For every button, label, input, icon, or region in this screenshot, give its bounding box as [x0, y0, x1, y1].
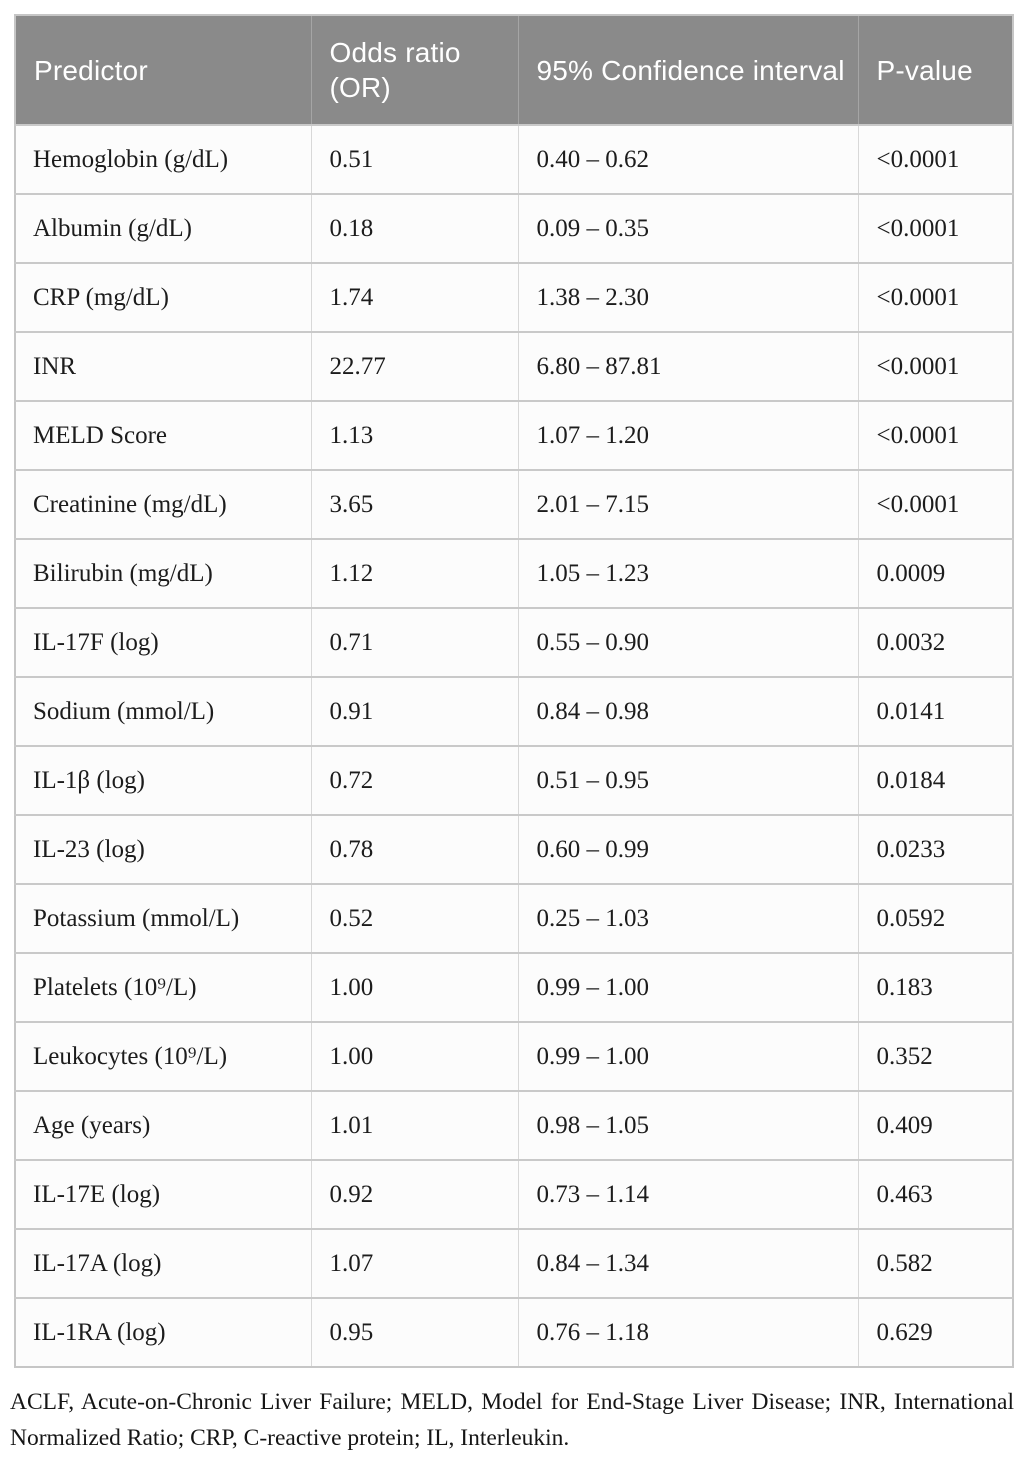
cell-p-value: 0.0233	[858, 814, 1013, 884]
table-row: IL-17F (log) 0.71 0.55 – 0.90 0.0032	[15, 607, 1013, 677]
cell-predictor: Platelets (10⁹/L)	[15, 952, 312, 1022]
cell-confidence-interval: 0.99 – 1.00	[518, 1021, 859, 1091]
cell-predictor: Bilirubin (mg/dL)	[15, 538, 312, 608]
table-row: IL-17E (log) 0.92 0.73 – 1.14 0.463	[15, 1159, 1013, 1229]
table-row: Hemoglobin (g/dL) 0.51 0.40 – 0.62 <0.00…	[15, 124, 1013, 194]
table-footnote: ACLF, Acute-on-Chronic Liver Failure; ME…	[10, 1389, 1014, 1451]
paper-table-figure: Predictor Odds ratio (OR) 95% Confidence…	[10, 14, 1014, 1456]
cell-predictor: INR	[15, 331, 312, 401]
cell-p-value: <0.0001	[858, 331, 1013, 401]
cell-odds-ratio: 0.92	[311, 1159, 519, 1229]
cell-odds-ratio: 1.00	[311, 952, 519, 1022]
cell-predictor: Creatinine (mg/dL)	[15, 469, 312, 539]
regression-table: Predictor Odds ratio (OR) 95% Confidence…	[14, 14, 1014, 1368]
table-row: IL-23 (log) 0.78 0.60 – 0.99 0.0233	[15, 814, 1013, 884]
cell-p-value: <0.0001	[858, 469, 1013, 539]
cell-odds-ratio: 22.77	[311, 331, 519, 401]
cell-predictor: IL-1β (log)	[15, 745, 312, 815]
cell-p-value: <0.0001	[858, 262, 1013, 332]
cell-odds-ratio: 0.95	[311, 1297, 519, 1367]
table-row: Leukocytes (10⁹/L) 1.00 0.99 – 1.00 0.35…	[15, 1021, 1013, 1091]
cell-predictor: Leukocytes (10⁹/L)	[15, 1021, 312, 1091]
table-header-row: Predictor Odds ratio (OR) 95% Confidence…	[15, 15, 1013, 125]
cell-confidence-interval: 1.07 – 1.20	[518, 400, 859, 470]
cell-confidence-interval: 0.73 – 1.14	[518, 1159, 859, 1229]
cell-odds-ratio: 1.07	[311, 1228, 519, 1298]
cell-odds-ratio: 0.52	[311, 883, 519, 953]
cell-p-value: 0.352	[858, 1021, 1013, 1091]
cell-p-value: 0.582	[858, 1228, 1013, 1298]
cell-confidence-interval: 0.09 – 0.35	[518, 193, 859, 263]
cell-p-value: 0.0032	[858, 607, 1013, 677]
cell-confidence-interval: 0.25 – 1.03	[518, 883, 859, 953]
cell-p-value: 0.0592	[858, 883, 1013, 953]
cell-predictor: Age (years)	[15, 1090, 312, 1160]
cell-p-value: 0.629	[858, 1297, 1013, 1367]
cell-confidence-interval: 0.99 – 1.00	[518, 952, 859, 1022]
column-header-predictor: Predictor	[15, 15, 312, 125]
cell-confidence-interval: 0.84 – 1.34	[518, 1228, 859, 1298]
cell-odds-ratio: 1.01	[311, 1090, 519, 1160]
cell-odds-ratio: 0.91	[311, 676, 519, 746]
table-row: IL-17A (log) 1.07 0.84 – 1.34 0.582	[15, 1228, 1013, 1298]
cell-confidence-interval: 1.05 – 1.23	[518, 538, 859, 608]
cell-odds-ratio: 1.12	[311, 538, 519, 608]
table-row: Platelets (10⁹/L) 1.00 0.99 – 1.00 0.183	[15, 952, 1013, 1022]
cell-confidence-interval: 0.51 – 0.95	[518, 745, 859, 815]
cell-p-value: <0.0001	[858, 193, 1013, 263]
cell-predictor: CRP (mg/dL)	[15, 262, 312, 332]
column-header-odds-ratio: Odds ratio (OR)	[311, 15, 519, 125]
cell-odds-ratio: 0.71	[311, 607, 519, 677]
cell-odds-ratio: 0.72	[311, 745, 519, 815]
cell-p-value: 0.183	[858, 952, 1013, 1022]
cell-confidence-interval: 6.80 – 87.81	[518, 331, 859, 401]
table-row: Bilirubin (mg/dL) 1.12 1.05 – 1.23 0.000…	[15, 538, 1013, 608]
cell-predictor: IL-23 (log)	[15, 814, 312, 884]
table-row: Sodium (mmol/L) 0.91 0.84 – 0.98 0.0141	[15, 676, 1013, 746]
cell-odds-ratio: 1.13	[311, 400, 519, 470]
table-row: Creatinine (mg/dL) 3.65 2.01 – 7.15 <0.0…	[15, 469, 1013, 539]
cell-odds-ratio: 0.18	[311, 193, 519, 263]
cell-p-value: 0.0009	[858, 538, 1013, 608]
table-row: IL-1RA (log) 0.95 0.76 – 1.18 0.629	[15, 1297, 1013, 1367]
column-header-p-value: P-value	[858, 15, 1013, 125]
table-row: MELD Score 1.13 1.07 – 1.20 <0.0001	[15, 400, 1013, 470]
cell-predictor: Potassium (mmol/L)	[15, 883, 312, 953]
cell-predictor: MELD Score	[15, 400, 312, 470]
table-row: IL-1β (log) 0.72 0.51 – 0.95 0.0184	[15, 745, 1013, 815]
cell-predictor: Sodium (mmol/L)	[15, 676, 312, 746]
table-row: CRP (mg/dL) 1.74 1.38 – 2.30 <0.0001	[15, 262, 1013, 332]
cell-confidence-interval: 0.40 – 0.62	[518, 124, 859, 194]
cell-p-value: <0.0001	[858, 400, 1013, 470]
cell-predictor: IL-17F (log)	[15, 607, 312, 677]
table-row: INR 22.77 6.80 – 87.81 <0.0001	[15, 331, 1013, 401]
cell-odds-ratio: 3.65	[311, 469, 519, 539]
cell-confidence-interval: 1.38 – 2.30	[518, 262, 859, 332]
cell-confidence-interval: 0.55 – 0.90	[518, 607, 859, 677]
table-row: Age (years) 1.01 0.98 – 1.05 0.409	[15, 1090, 1013, 1160]
cell-confidence-interval: 0.98 – 1.05	[518, 1090, 859, 1160]
cell-predictor: Albumin (g/dL)	[15, 193, 312, 263]
cell-odds-ratio: 1.00	[311, 1021, 519, 1091]
cell-p-value: 0.0184	[858, 745, 1013, 815]
cell-p-value: 0.0141	[858, 676, 1013, 746]
cell-odds-ratio: 1.74	[311, 262, 519, 332]
cell-predictor: IL-17E (log)	[15, 1159, 312, 1229]
cell-predictor: IL-17A (log)	[15, 1228, 312, 1298]
cell-confidence-interval: 0.84 – 0.98	[518, 676, 859, 746]
table-row: Potassium (mmol/L) 0.52 0.25 – 1.03 0.05…	[15, 883, 1013, 953]
cell-p-value: 0.409	[858, 1090, 1013, 1160]
cell-p-value: 0.463	[858, 1159, 1013, 1229]
column-header-confidence-interval: 95% Confidence interval	[518, 15, 859, 125]
cell-predictor: IL-1RA (log)	[15, 1297, 312, 1367]
cell-confidence-interval: 2.01 – 7.15	[518, 469, 859, 539]
cell-p-value: <0.0001	[858, 124, 1013, 194]
cell-predictor: Hemoglobin (g/dL)	[15, 124, 312, 194]
cell-confidence-interval: 0.60 – 0.99	[518, 814, 859, 884]
cell-odds-ratio: 0.51	[311, 124, 519, 194]
cell-confidence-interval: 0.76 – 1.18	[518, 1297, 859, 1367]
table-row: Albumin (g/dL) 0.18 0.09 – 0.35 <0.0001	[15, 193, 1013, 263]
cell-odds-ratio: 0.78	[311, 814, 519, 884]
